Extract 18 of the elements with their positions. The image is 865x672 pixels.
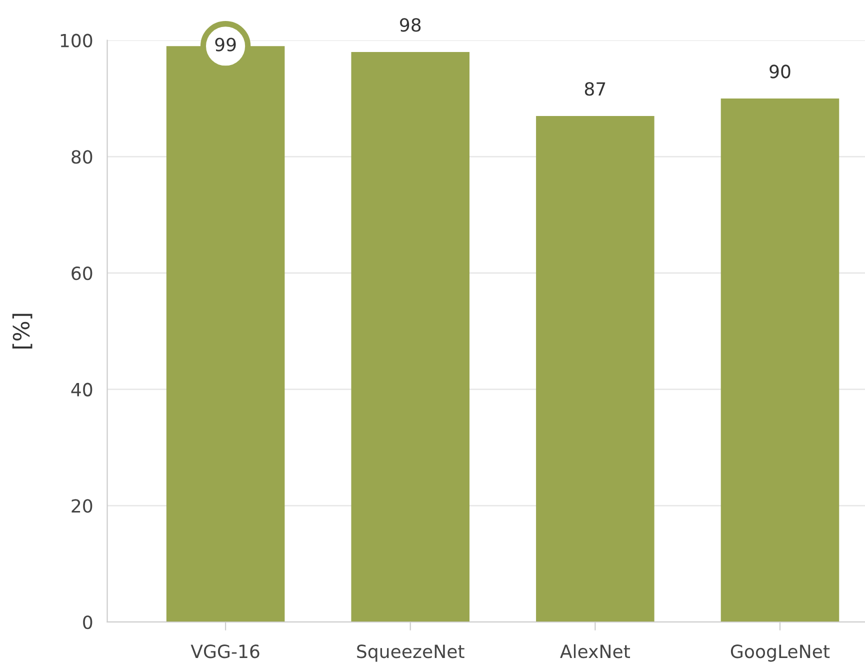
data-label: 98 — [400, 18, 421, 32]
data-label: 90 — [770, 64, 790, 78]
y-tick-label: 100 — [60, 34, 92, 48]
bar — [720, 98, 840, 622]
y-tick-label: 60 — [72, 266, 92, 280]
bar — [536, 116, 654, 622]
y-tick-label: 0 — [83, 615, 92, 630]
data-label: 99 — [215, 38, 236, 52]
x-tick-label: AlexNet — [560, 644, 630, 658]
data-label: 87 — [584, 82, 606, 96]
y-tick-label: 40 — [71, 382, 92, 396]
x-tick-label: GoogLeNet — [730, 644, 830, 662]
y-tick-label: 20 — [72, 499, 92, 513]
y-axis-title: [%] — [12, 314, 32, 348]
x-tick-label: VGG-16 — [190, 644, 260, 658]
y-tick-label: 80 — [72, 150, 92, 164]
bar — [351, 52, 470, 622]
x-tick-label: SqueezeNet — [357, 644, 464, 662]
